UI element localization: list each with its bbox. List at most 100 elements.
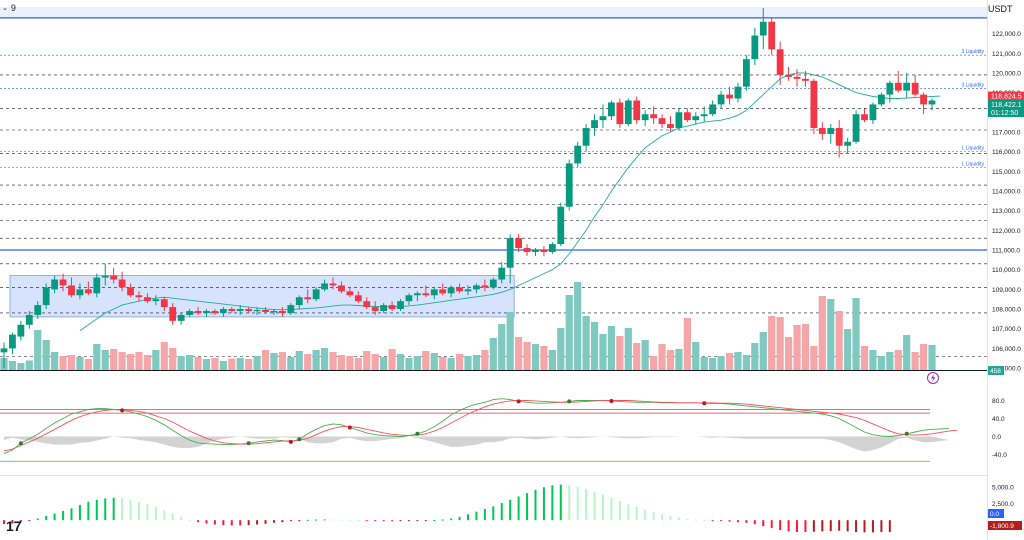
macd-bar: [213, 520, 216, 525]
volume-bar: [633, 343, 641, 370]
volume-bar: [650, 356, 658, 370]
volume-bar: [8, 361, 17, 370]
volume-bar: [59, 356, 67, 370]
volume-bar: [683, 318, 691, 370]
candle-body: [430, 289, 438, 296]
candle-body: [835, 128, 843, 146]
symbol-selector[interactable]: ⌄ 9: [2, 3, 16, 13]
volume-bar: [413, 356, 421, 370]
price-tick-label: 113,000.0: [992, 208, 1021, 215]
macd-bar: [475, 511, 478, 521]
candle-body: [692, 116, 700, 121]
candle-body: [93, 277, 101, 294]
volume-bar: [844, 329, 852, 370]
price-tag-last: 118,422.1 01:12:50: [988, 99, 1024, 117]
volume-bar: [186, 355, 194, 370]
macd-bar: [585, 489, 588, 521]
volume-bar: [894, 350, 902, 370]
macd-bar: [652, 512, 655, 521]
price-tick-label: 112,000.0: [992, 228, 1021, 235]
macd-bar: [618, 501, 621, 521]
chevron-down-icon[interactable]: ⌄: [2, 5, 8, 12]
macd-bar: [669, 516, 672, 521]
candle-body: [827, 128, 835, 134]
candle-body: [464, 289, 472, 292]
volume-bar: [110, 349, 118, 370]
volume-bar: [700, 357, 708, 370]
candle-body: [523, 248, 531, 252]
candle-body: [211, 311, 219, 313]
macd-bar: [821, 520, 824, 532]
volume-bar: [312, 350, 320, 370]
candle-body: [346, 291, 354, 296]
currency-label[interactable]: USDT: [988, 4, 1013, 14]
macd-bar: [365, 520, 368, 522]
stoch-cross-marker: [18, 441, 23, 446]
candle-body: [110, 275, 118, 280]
candle-body: [135, 295, 143, 298]
macd-bar: [340, 519, 343, 521]
candle-body: [194, 311, 202, 313]
candle-body: [928, 100, 936, 105]
candle-body: [338, 285, 345, 292]
macd-bar: [36, 518, 39, 521]
macd-bar: [315, 519, 318, 521]
macd-bar: [357, 520, 360, 522]
volume-bars: [0, 282, 936, 370]
volume-bar: [380, 357, 388, 370]
macd-bar: [382, 520, 385, 522]
volume-bar: [751, 343, 759, 370]
lightning-icon[interactable]: [927, 372, 939, 384]
candle-body: [675, 112, 683, 129]
candle-body: [253, 310, 261, 312]
volume-bar: [261, 350, 270, 370]
volume-bar: [793, 325, 801, 370]
volume-bar: [759, 332, 767, 370]
stochastic-axis[interactable]: 80.0 40.0 0.0 -40.0: [992, 398, 1007, 459]
candle-body: [903, 82, 911, 91]
macd-bar: [53, 513, 56, 521]
volume-bar: [363, 351, 371, 370]
candle-body: [776, 49, 784, 75]
macd-bar: [374, 520, 377, 522]
candle-body: [532, 250, 539, 252]
macd-bar: [467, 514, 469, 521]
volume-bar: [827, 299, 835, 370]
candle-body: [439, 289, 447, 294]
candle-body: [76, 289, 84, 296]
macd-bar: [779, 520, 782, 531]
macd-bar: [677, 517, 680, 521]
volume-bar: [447, 358, 455, 370]
volume-bar: [835, 311, 843, 370]
macd-bar: [78, 505, 81, 521]
candle-body: [422, 293, 430, 296]
macd-bar: [171, 513, 174, 521]
candle-body: [582, 128, 590, 146]
volume-bar: [160, 342, 168, 370]
volume-bar: [489, 338, 497, 370]
candle-body: [683, 112, 691, 121]
candle-body: [743, 59, 750, 87]
candle-body: [717, 94, 725, 105]
macd-axis[interactable]: 5,000.0 2,500.0: [992, 485, 1014, 508]
volume-bar: [177, 356, 185, 370]
candle-body: [877, 94, 885, 105]
volume-bar: [76, 357, 84, 370]
candle-body: [616, 102, 624, 125]
price-tick-label: 107,000.0: [992, 326, 1021, 333]
candle-body: [380, 305, 388, 312]
candle-body: [557, 206, 565, 245]
candles: [0, 8, 936, 369]
candle-body: [262, 310, 269, 312]
volume-bar: [692, 342, 700, 370]
candle-body: [228, 309, 236, 312]
volume-bar: [135, 352, 143, 370]
volume-bar: [211, 358, 219, 370]
volume-bar: [295, 351, 303, 370]
macd-tick-label: 5,000.0: [992, 485, 1014, 492]
macd-bar: [838, 520, 841, 531]
candle-body: [279, 311, 286, 313]
volume-bar: [860, 346, 869, 370]
volume-bar: [287, 357, 295, 370]
